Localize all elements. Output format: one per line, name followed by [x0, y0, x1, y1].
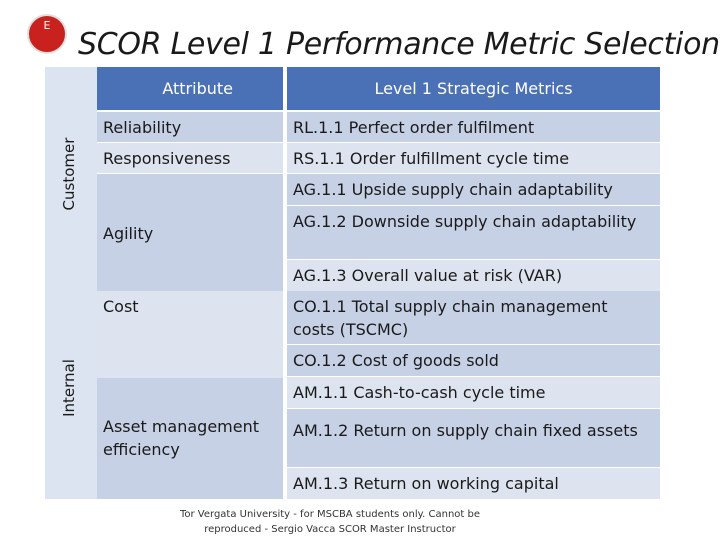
footer-note: Tor Vergata University - for MSCBA stude… [179, 509, 481, 535]
attribute-agility: Agility [97, 174, 283, 291]
attribute-cost: Cost [97, 291, 283, 378]
logo-badge: E [27, 14, 67, 54]
logo-letter: E [43, 19, 51, 32]
attribute-responsiveness: Responsiveness [97, 143, 283, 173]
customer-section: Customer [45, 67, 97, 291]
metric-ag12: AG.1.2 Downside supply chain adaptabilit… [287, 206, 660, 259]
metric-am12: AM.1.2 Return on supply chain fixed asse… [287, 409, 660, 467]
attribute-asset-label: Asset management efficiency [103, 417, 259, 459]
internal-label: Internal [60, 359, 78, 417]
metrics-header: Level 1 Strategic Metrics [287, 67, 660, 110]
metric-rs11: RS.1.1 Order fulfillment cycle time [287, 143, 660, 173]
metric-ag13: AG.1.3 Overall value at risk (VAR) [287, 260, 660, 291]
customer-label: Customer [60, 137, 78, 211]
metric-am13: AM.1.3 Return on working capital [287, 468, 660, 499]
attribute-reliability: Reliability [97, 112, 283, 142]
attribute-asset-management: Asset management efficiency [97, 378, 283, 499]
metric-ag11: AG.1.1 Upside supply chain adaptability [287, 174, 660, 205]
attribute-agility-label: Agility [103, 224, 154, 243]
slide-title: SCOR Level 1 Performance Metric Selectio… [78, 27, 720, 62]
metric-am11: AM.1.1 Cash-to-cash cycle time [287, 377, 660, 408]
internal-section: Internal [45, 291, 97, 499]
attribute-header: Attribute [97, 67, 283, 110]
metric-rl11: RL.1.1 Perfect order fulfilment [287, 112, 660, 142]
metric-co11: CO.1.1 Total supply chain management cos… [287, 291, 660, 344]
metric-co12: CO.1.2 Cost of goods sold [287, 345, 660, 376]
